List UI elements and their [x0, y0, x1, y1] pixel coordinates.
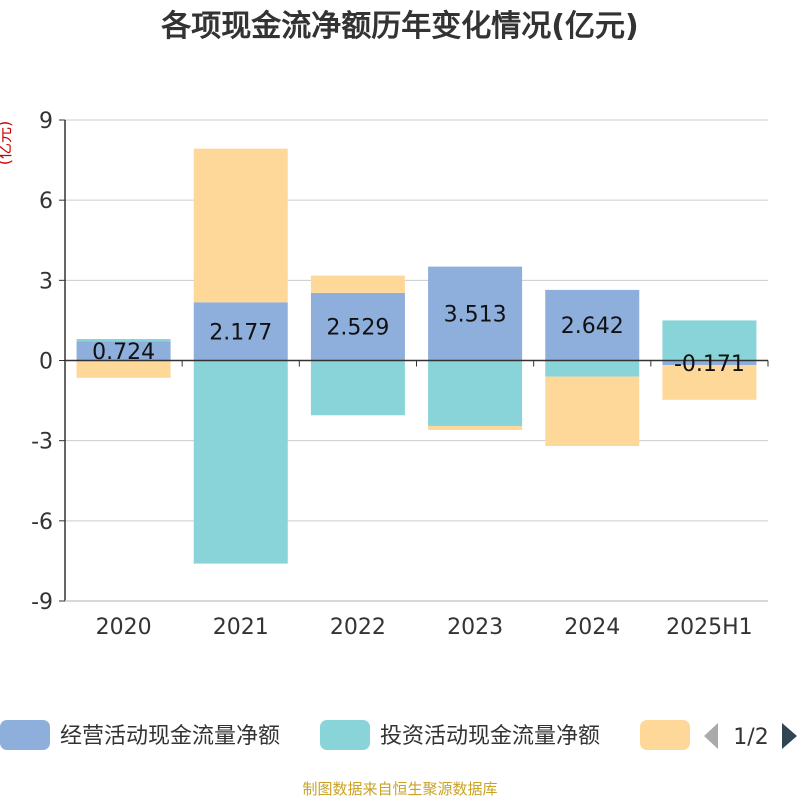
data-label-2025H1: -0.171 — [674, 352, 745, 377]
bar-series-0-2024[interactable] — [545, 289, 640, 361]
bar-series-0-2021[interactable] — [193, 302, 288, 361]
bar-series-2-2023[interactable] — [428, 425, 523, 430]
y-tick-label: 0 — [39, 350, 53, 375]
y-tick-label: 9 — [39, 109, 53, 134]
x-tick-label: 2023 — [447, 615, 503, 640]
bar-series-1-2024[interactable] — [545, 360, 640, 377]
bar-series-1-2025H1[interactable] — [662, 320, 757, 361]
y-tick-label: -6 — [31, 510, 53, 535]
pager-next-icon[interactable] — [782, 723, 797, 749]
legend-pager: 1/2 — [704, 723, 797, 750]
bar-series-1-2022[interactable] — [310, 360, 405, 416]
y-tick-labels: 9 6 3 0 -3 -6 -9 — [31, 109, 53, 615]
y-tick-label: 6 — [39, 189, 53, 214]
bar-series-2-2021[interactable] — [193, 148, 288, 303]
x-tick-label: 2024 — [564, 615, 620, 640]
bar-series-1-2023[interactable] — [428, 360, 523, 426]
pager-prev-icon[interactable] — [704, 723, 718, 749]
legend-label: 经营活动现金流量净额 — [60, 724, 280, 749]
x-tick-label: 2025H1 — [666, 615, 753, 640]
data-label-2020: 0.724 — [92, 340, 155, 365]
y-axis-label: (亿元) — [0, 121, 14, 166]
y-tick-label: -3 — [31, 430, 53, 455]
bar-series-2-2020[interactable] — [76, 360, 171, 378]
bars — [76, 148, 757, 564]
data-label-2022: 2.529 — [326, 316, 389, 341]
bar-series-1-2020[interactable] — [76, 339, 171, 342]
legend: 经营活动现金流量净额 投资活动现金流量净额 — [0, 720, 690, 750]
bar-series-2-2025H1[interactable] — [662, 365, 757, 400]
bar-series-0-2020[interactable] — [76, 341, 171, 361]
legend-item-1[interactable]: 投资活动现金流量净额 — [320, 720, 600, 750]
x-tick-label: 2020 — [96, 615, 152, 640]
data-label-2024: 2.642 — [561, 314, 624, 339]
x-tick-labels: 2020 2021 2022 2023 2024 2025H1 — [96, 615, 753, 640]
x-tick-label: 2021 — [213, 615, 269, 640]
source-note: 制图数据来自恒生聚源数据库 — [302, 780, 497, 798]
data-labels: 0.724 2.177 2.529 3.513 2.642 -0.171 — [92, 303, 745, 377]
bar-series-0-2023[interactable] — [428, 266, 523, 361]
legend-swatch — [0, 720, 50, 750]
pager-page-indicator: 1/2 — [733, 725, 768, 750]
data-label-2021: 2.177 — [209, 320, 272, 345]
legend-label: 投资活动现金流量净额 — [380, 724, 600, 749]
legend-swatch — [320, 720, 370, 750]
y-tick-label: -9 — [31, 590, 53, 615]
y-tick-label: 3 — [39, 269, 53, 294]
chart-title: 各项现金流净额历年变化情况(亿元) — [160, 9, 638, 44]
legend-swatch — [640, 720, 690, 750]
legend-item-2[interactable] — [640, 720, 690, 750]
bar-series-1-2021[interactable] — [193, 360, 288, 564]
bar-series-2-2022[interactable] — [310, 275, 405, 293]
data-label-2023: 3.513 — [444, 303, 507, 328]
legend-item-0[interactable]: 经营活动现金流量净额 — [0, 720, 280, 750]
bar-series-2-2024[interactable] — [545, 376, 640, 447]
bar-series-0-2022[interactable] — [310, 292, 405, 361]
axes — [59, 119, 769, 602]
x-tick-label: 2022 — [330, 615, 386, 640]
bar-series-0-2025H1[interactable] — [662, 360, 757, 366]
